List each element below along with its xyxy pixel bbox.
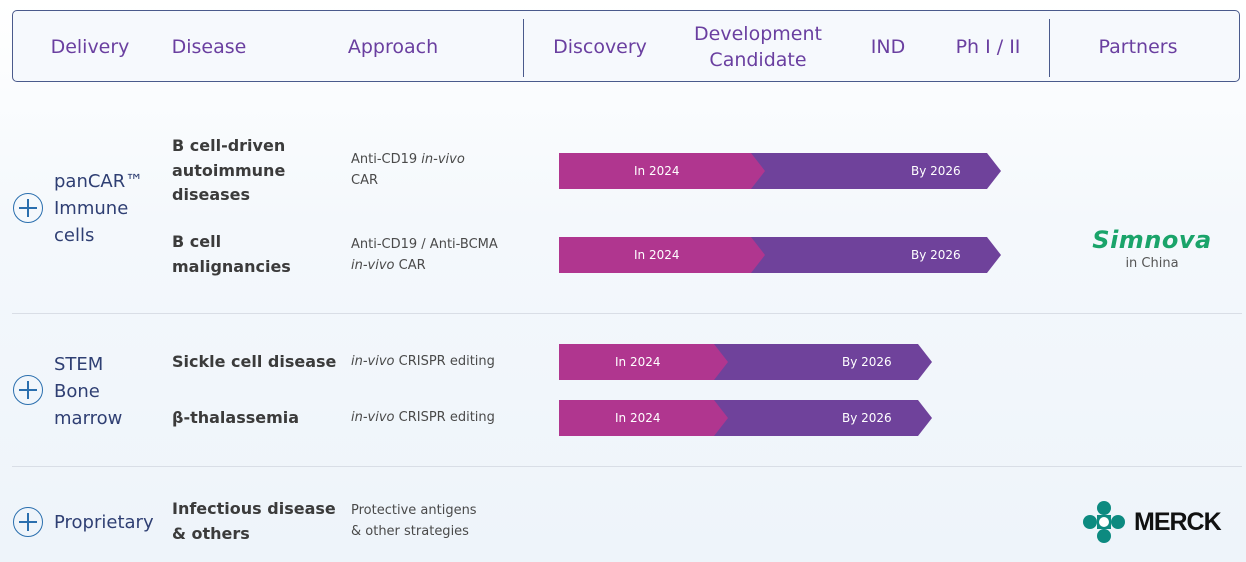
disease-line: diseases — [172, 185, 251, 204]
delivery-proprietary: Proprietary — [54, 512, 154, 533]
header-ph: Ph I / II — [955, 36, 1021, 58]
partner-simnova-logo: Simnova in China — [1092, 226, 1212, 271]
approach-italic: in-vivo — [351, 354, 395, 369]
approach-italic: in-vivo — [351, 410, 395, 425]
header-disease: Disease — [171, 36, 247, 58]
header-discovery: Discovery — [553, 36, 647, 58]
disease-line: B cell — [172, 232, 222, 251]
approach-text: CRISPR editing — [394, 354, 495, 369]
approach-text: CRISPR editing — [394, 410, 495, 425]
simnova-subtitle: in China — [1125, 256, 1179, 271]
progress-bar-beta-thalassemia: In 2024 By 2026 — [559, 400, 932, 436]
header-development-line1: Development — [694, 23, 822, 45]
disease-line: Infectious disease — [172, 499, 336, 518]
expand-pancar-button[interactable] — [13, 193, 43, 223]
header-ind: IND — [870, 36, 906, 58]
approach-anti-cd19-bcma: Anti-CD19 / Anti-BCMA in-vivo CAR — [351, 235, 498, 276]
bar-end-label: By 2026 — [842, 355, 892, 369]
disease-beta-thalassemia: β-thalassemia — [172, 408, 300, 427]
approach-text: Protective antigens — [351, 503, 477, 518]
approach-crispr: in-vivo CRISPR editing — [351, 352, 495, 373]
delivery-line: marrow — [54, 408, 123, 429]
row-separator — [12, 466, 1242, 467]
disease-b-cell-autoimmune: B cell-driven autoimmune diseases — [172, 134, 285, 208]
approach-anti-cd19: Anti-CD19 in-vivo CAR — [351, 150, 465, 191]
expand-stem-button[interactable] — [13, 375, 43, 405]
approach-text: CAR — [394, 257, 426, 273]
progress-bar-sickle-cell: In 2024 By 2026 — [559, 344, 932, 380]
row-separator — [12, 313, 1242, 314]
header-partners: Partners — [1098, 36, 1178, 58]
approach-italic: in-vivo — [421, 152, 465, 167]
approach-italic: in-vivo — [351, 257, 395, 273]
header-divider — [1049, 19, 1050, 77]
header-development-line2: Candidate — [709, 49, 807, 71]
delivery-pancar: panCAR™ Immune cells — [54, 168, 143, 249]
delivery-line: Immune — [54, 198, 129, 219]
delivery-stem: STEM Bone marrow — [54, 351, 122, 432]
bar-start-label: In 2024 — [615, 411, 661, 425]
bar-start-label: In 2024 — [634, 248, 680, 262]
delivery-line: panCAR™ — [54, 171, 144, 192]
bar-end-label: By 2026 — [911, 164, 961, 178]
approach-crispr: in-vivo CRISPR editing — [351, 408, 495, 429]
header-delivery: Delivery — [50, 36, 130, 58]
partner-merck-logo: MERCK — [1082, 500, 1222, 544]
header-divider — [523, 19, 524, 77]
progress-bar-b-cell-malignancies: In 2024 By 2026 — [559, 237, 1001, 273]
bar-end-label: By 2026 — [842, 411, 892, 425]
disease-sickle-cell: Sickle cell disease — [172, 352, 337, 371]
approach-text: CAR — [351, 172, 379, 188]
approach-text: & other strategies — [351, 523, 469, 539]
disease-infectious: Infectious disease & others — [172, 497, 336, 546]
bar-end-label: By 2026 — [911, 248, 961, 262]
disease-line: autoimmune — [172, 160, 286, 180]
expand-proprietary-button[interactable] — [13, 507, 43, 537]
disease-b-cell-malignancies: B cell malignancies — [172, 230, 291, 279]
approach-text: Anti-CD19 / Anti-BCMA — [351, 237, 498, 252]
delivery-line: cells — [54, 225, 95, 246]
header-approach: Approach — [347, 36, 439, 58]
progress-bar-b-cell-autoimmune: In 2024 By 2026 — [559, 153, 1001, 189]
merck-wordmark: MERCK — [1134, 507, 1222, 536]
approach-text: Anti-CD19 — [351, 152, 422, 167]
simnova-wordmark: Simnova — [1092, 226, 1212, 254]
pipeline-header: Delivery Disease Approach Discovery Deve… — [12, 10, 1240, 82]
disease-line: & others — [172, 523, 250, 543]
disease-line: B cell-driven — [172, 136, 286, 155]
bar-start-label: In 2024 — [634, 164, 680, 178]
approach-protective-antigens: Protective antigens & other strategies — [351, 501, 477, 542]
delivery-line: Bone — [54, 381, 100, 402]
bar-start-label: In 2024 — [615, 355, 661, 369]
merck-emblem-icon — [1083, 501, 1125, 543]
disease-line: malignancies — [172, 256, 291, 276]
delivery-line: STEM — [54, 354, 104, 375]
header-development-candidate: Development Candidate — [688, 11, 828, 83]
